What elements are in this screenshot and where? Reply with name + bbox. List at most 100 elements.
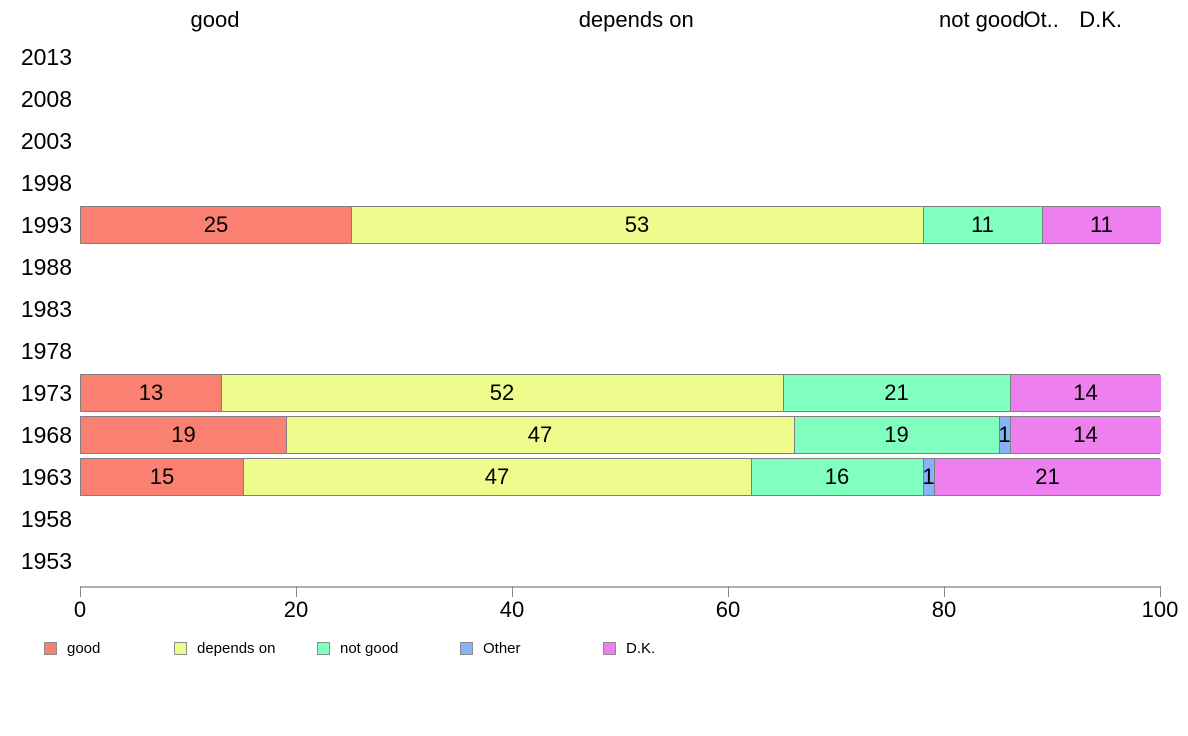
bar-segment-not-good[interactable]: 11	[923, 207, 1042, 243]
bar-segment-value: 19	[884, 422, 909, 447]
legend: good depends on not good Other D.K.	[0, 639, 1188, 659]
column-header-good: good	[190, 7, 240, 32]
bar-segment-value: 14	[1073, 422, 1098, 447]
bar-1963: 15 47 16 1 21	[80, 458, 1161, 496]
segment-divider	[783, 375, 784, 411]
chart-row-1978: 1978	[0, 330, 1188, 372]
bar-segment-other[interactable]: 1	[922, 459, 935, 495]
bar-segment-depends-on[interactable]: 47	[243, 459, 751, 495]
y-axis-label: 1958	[20, 506, 72, 532]
x-axis-tick-label: 0	[73, 597, 87, 622]
y-axis-label: 1968	[20, 422, 72, 448]
column-header-other: Ot..	[1023, 7, 1059, 32]
chart-row-1993: 1993 25 53 11 11	[0, 204, 1188, 246]
segment-divider	[999, 417, 1000, 453]
y-axis-label: 1963	[20, 464, 72, 490]
y-axis-label: 1988	[20, 254, 72, 280]
segment-divider	[1010, 417, 1011, 453]
segment-divider	[1042, 207, 1043, 243]
segment-divider	[243, 459, 244, 495]
column-header-depends-on: depends on	[578, 7, 694, 32]
segment-divider	[794, 417, 795, 453]
bar-segment-not-good[interactable]: 21	[783, 375, 1010, 411]
bar-segment-good[interactable]: 15	[81, 459, 243, 495]
x-axis-tick	[1160, 586, 1161, 597]
bar-segment-value: 47	[484, 464, 510, 489]
bar-segment-value: 14	[1073, 380, 1098, 405]
bar-segment-good[interactable]: 13	[81, 375, 221, 411]
x-axis-tick	[728, 586, 729, 597]
chart-row-1963: 1963 15 47 16 1 21	[0, 456, 1188, 498]
y-axis-label: 1953	[20, 548, 72, 574]
legend-swatch-depends-on	[174, 641, 187, 655]
bar-segment-d-k[interactable]: 21	[934, 459, 1161, 495]
bar-segment-d-k[interactable]: 14	[1010, 375, 1161, 411]
legend-item-d-k[interactable]: D.K.	[603, 639, 655, 657]
bar-segment-value: 21	[884, 380, 909, 405]
x-axis-tick	[512, 586, 513, 597]
chart-row-1953: 1953	[0, 540, 1188, 582]
x-axis-tick	[296, 586, 297, 597]
chart-row-2003: 2003	[0, 120, 1188, 162]
legend-item-not-good[interactable]: not good	[317, 639, 398, 657]
segment-divider	[286, 417, 287, 453]
segment-divider	[923, 207, 924, 243]
bar-segment-value: 1	[998, 422, 1011, 447]
legend-swatch-not-good	[317, 641, 330, 655]
x-axis-tick-label: 60	[715, 597, 741, 622]
x-axis-line	[80, 586, 1161, 588]
y-axis-label: 2013	[20, 44, 72, 70]
bar-segment-value: 52	[489, 380, 515, 405]
bar-1993: 25 53 11 11	[80, 206, 1161, 244]
bar-segment-value: 47	[527, 422, 553, 447]
legend-label: D.K.	[626, 639, 656, 657]
bar-segment-value: 21	[1035, 464, 1060, 489]
segment-divider	[221, 375, 222, 411]
bar-segment-value: 16	[824, 464, 850, 489]
bar-segment-other[interactable]: 1	[998, 417, 1011, 453]
bar-segment-value: 11	[971, 212, 994, 237]
bar-segment-depends-on[interactable]: 47	[286, 417, 794, 453]
bar-segment-not-good[interactable]: 19	[794, 417, 999, 453]
y-axis-label: 1973	[20, 380, 72, 406]
bar-segment-depends-on[interactable]: 53	[351, 207, 923, 243]
legend-swatch-good	[44, 641, 57, 655]
bar-segment-good[interactable]: 25	[81, 207, 351, 243]
bar-segment-good[interactable]: 19	[81, 417, 286, 453]
chart-row-1958: 1958	[0, 498, 1188, 540]
bar-segment-value: 11	[1090, 212, 1113, 237]
legend-item-good[interactable]: good	[44, 639, 100, 657]
x-axis-tick-label: 100	[1141, 597, 1179, 622]
legend-item-other[interactable]: Other	[460, 639, 521, 657]
x-axis-tick	[80, 586, 81, 597]
y-axis-label: 1998	[20, 170, 72, 196]
bar-segment-not-good[interactable]: 16	[751, 459, 923, 495]
x-axis-tick	[944, 586, 945, 597]
bar-segment-value: 15	[149, 464, 175, 489]
bar-segment-value: 19	[171, 422, 196, 447]
chart-row-2013: 2013	[0, 36, 1188, 78]
legend-label: not good	[340, 639, 399, 657]
bar-segment-d-k[interactable]: 11	[1042, 207, 1161, 243]
bar-segment-value: 1	[922, 464, 935, 489]
chart-row-2008: 2008	[0, 78, 1188, 120]
x-axis-tick-label: 40	[499, 597, 525, 622]
chart-row-1973: 1973 13 52 21 14	[0, 372, 1188, 414]
bar-segment-value: 25	[203, 212, 229, 237]
legend-swatch-d-k	[603, 641, 616, 655]
segment-divider	[751, 459, 752, 495]
bar-1968: 19 47 19 1 14	[80, 416, 1161, 454]
legend-label: good	[67, 639, 101, 657]
y-axis-label: 2003	[20, 128, 72, 154]
legend-swatch-other	[460, 641, 473, 655]
bar-segment-depends-on[interactable]: 52	[221, 375, 783, 411]
segment-divider	[1010, 375, 1011, 411]
legend-item-depends-on[interactable]: depends on	[174, 639, 275, 657]
chart-row-1983: 1983	[0, 288, 1188, 330]
y-axis-label: 1978	[20, 338, 72, 364]
chart-row-1988: 1988	[0, 246, 1188, 288]
x-axis-tick-label: 20	[283, 597, 309, 622]
bar-1973: 13 52 21 14	[80, 374, 1161, 412]
bar-segment-d-k[interactable]: 14	[1010, 417, 1161, 453]
